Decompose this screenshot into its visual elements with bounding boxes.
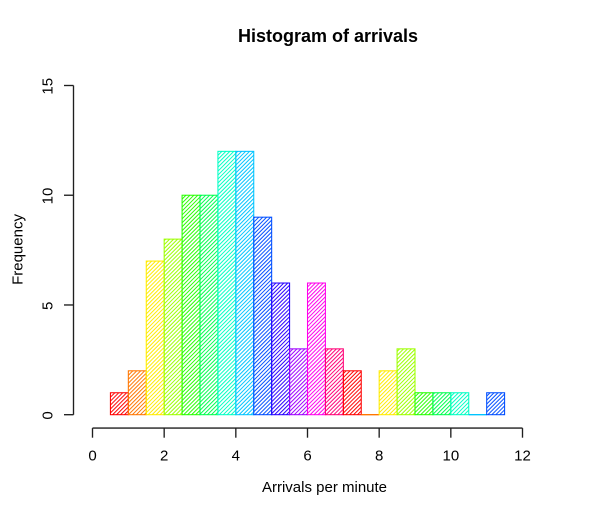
svg-text:5: 5 xyxy=(39,302,56,310)
svg-text:10: 10 xyxy=(442,448,459,465)
svg-text:Arrivals per minute: Arrivals per minute xyxy=(262,479,387,496)
svg-text:12: 12 xyxy=(514,448,531,465)
svg-text:0: 0 xyxy=(88,448,96,465)
svg-text:4: 4 xyxy=(232,448,240,465)
svg-text:15: 15 xyxy=(39,78,56,95)
svg-text:Histogram of arrivals: Histogram of arrivals xyxy=(238,26,418,46)
svg-text:10: 10 xyxy=(39,188,56,205)
svg-text:8: 8 xyxy=(375,448,383,465)
svg-text:2: 2 xyxy=(160,448,168,465)
svg-text:6: 6 xyxy=(303,448,311,465)
svg-text:Frequency: Frequency xyxy=(9,214,26,285)
svg-text:0: 0 xyxy=(39,411,56,419)
